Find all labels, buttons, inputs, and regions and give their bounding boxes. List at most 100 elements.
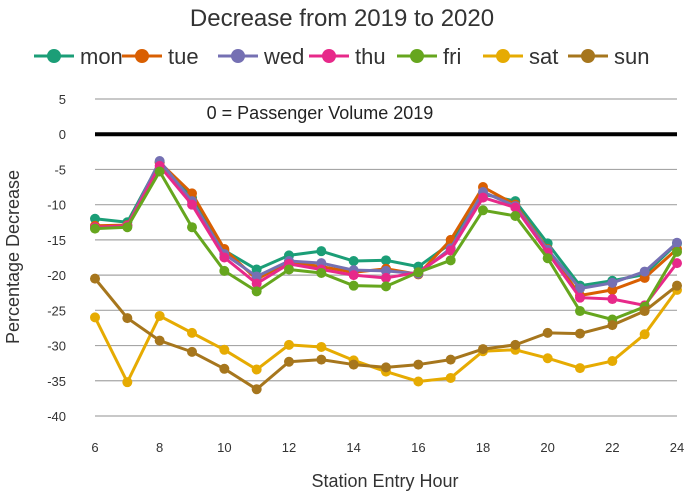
data-point [478,192,488,203]
legend: mon tue wed thu fri sat sun [34,44,649,69]
x-tick-label: 18 [476,440,490,455]
data-point [381,272,391,283]
x-tick-label: 22 [605,440,619,455]
data-point [187,327,197,338]
data-point [510,339,521,350]
legend-item-sat: sat [483,44,558,69]
x-tick-label: 16 [411,440,425,455]
data-point [381,362,391,373]
x-tick-label: 14 [346,440,360,455]
legend-marker [581,49,595,63]
data-point [90,312,100,323]
data-point [510,210,521,221]
data-point [413,376,424,387]
legend-item-mon: mon [34,44,123,69]
y-axis: 5 0 -5 -10 -15 -20 -25 -30 -35 -40 [47,92,66,424]
legend-marker [135,49,149,63]
data-point [575,306,585,317]
legend-item-tue: tue [122,44,199,69]
y-tick-label: -15 [47,233,66,248]
y-tick-label: -35 [47,374,66,389]
data-point [219,363,230,374]
data-point [154,166,165,177]
data-point [251,364,262,375]
data-point [187,346,197,357]
y-tick-label: -20 [47,268,66,283]
data-point [316,246,327,257]
data-point [672,237,682,248]
x-tick-label: 12 [282,440,296,455]
data-point [348,280,359,291]
legend-marker [231,49,245,63]
data-point [575,363,585,374]
legend-item-thu: thu [309,44,386,69]
legend-item-sun: sun [568,44,649,69]
y-tick-label: -25 [47,303,66,318]
y-tick-label: 5 [59,92,66,107]
data-point [575,283,585,294]
data-point [219,265,230,276]
data-point [154,335,165,346]
data-point [607,320,618,331]
y-tick-label: -40 [47,409,66,424]
data-point [122,222,133,233]
x-axis-title: Station Entry Hour [311,471,458,491]
data-point [607,294,618,305]
data-point [251,271,262,282]
data-point [542,353,553,364]
data-point [122,313,133,324]
data-point [187,222,197,233]
data-point [672,246,682,257]
data-point [478,205,488,216]
data-point [413,267,424,278]
legend-label: mon [80,44,123,69]
data-point [348,256,359,267]
data-point [348,359,359,370]
legend-item-fri: fri [397,44,461,69]
series-wed [90,155,682,294]
y-tick-label: -5 [54,162,66,177]
data-point [607,277,618,288]
series-sun [90,273,682,395]
data-point [381,255,391,266]
x-tick-label: 24 [670,440,684,455]
legend-marker [322,49,336,63]
data-point [154,310,165,321]
data-point [445,255,456,266]
legend-marker [410,49,424,63]
chart-title: Decrease from 2019 to 2020 [190,5,494,32]
data-point [445,245,456,256]
data-point [445,372,456,383]
data-point [575,328,585,339]
data-point [90,273,100,284]
legend-label: sun [614,44,649,69]
legend-item-wed: wed [218,44,304,69]
data-point [284,339,294,350]
legend-marker [496,49,510,63]
data-point [413,359,424,370]
data-point [316,341,327,352]
data-point [672,280,682,291]
data-point [90,213,100,224]
data-point [381,265,391,276]
data-point [316,354,327,365]
data-point [607,356,618,367]
data-point [251,384,262,395]
data-point [478,344,488,355]
data-point [445,354,456,365]
legend-label: sat [529,44,558,69]
data-point [542,253,553,264]
legend-label: fri [443,44,461,69]
x-tick-label: 20 [540,440,554,455]
y-tick-label: -10 [47,198,66,213]
data-point [672,258,682,269]
data-point [219,252,230,263]
y-tick-label: -30 [47,339,66,354]
y-axis-title: Percentage Decrease [3,170,23,344]
data-point [187,199,197,210]
series-group [90,155,682,395]
data-point [639,306,650,317]
legend-label: wed [263,44,304,69]
x-tick-label: 10 [217,440,231,455]
legend-label: tue [168,44,199,69]
